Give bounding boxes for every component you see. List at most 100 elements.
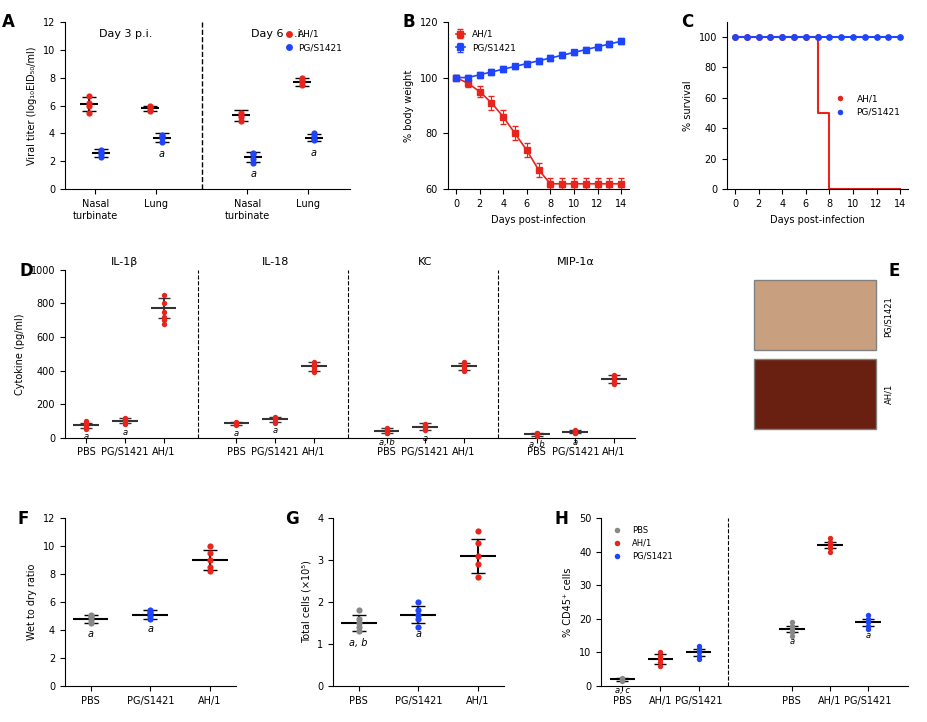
Point [143,607,158,619]
Point [529,429,544,440]
Point [692,643,706,655]
Point [653,650,667,661]
Point [143,101,158,113]
Point [203,540,218,552]
Text: PG/S1421: PG/S1421 [884,297,893,337]
Point [156,311,171,323]
Point [307,134,322,145]
Text: a: a [415,630,422,639]
Point [529,430,544,442]
Point [118,415,133,427]
Text: IL-18: IL-18 [261,256,289,266]
Point [79,424,94,435]
Point [83,617,98,629]
Point [82,107,96,118]
Point [155,129,170,141]
Text: a: a [311,148,317,158]
Point [79,415,94,427]
Point [351,617,366,629]
Point [798,31,813,43]
FancyBboxPatch shape [754,280,876,350]
Point [775,31,790,43]
Point [118,414,133,425]
Point [83,614,98,626]
Point [606,378,621,390]
Point [456,357,471,368]
Point [155,132,170,144]
Point [615,671,629,683]
Point [861,613,876,625]
Point [653,647,667,658]
Point [203,554,218,566]
Point [295,71,310,83]
Text: a: a [83,432,89,440]
Point [246,153,260,165]
Point [229,417,244,428]
Point [692,650,706,661]
Point [615,673,629,684]
Point [692,647,706,658]
Point [156,297,171,309]
Point [606,369,621,380]
Text: a: a [122,427,128,437]
Point [143,613,158,625]
Point [861,609,876,621]
Y-axis label: Cytokine (pg/ml): Cytokine (pg/ml) [15,313,25,394]
Point [857,31,872,43]
Point [822,542,837,554]
Point [306,360,321,371]
Text: a: a [250,169,256,179]
Y-axis label: % body weight: % body weight [404,69,414,142]
Point [118,412,133,423]
Point [79,422,94,433]
Point [94,144,108,156]
Point [229,416,244,427]
Point [568,426,583,438]
Point [143,104,158,116]
Point [471,538,486,549]
Point [740,31,755,43]
Text: a: a [234,430,239,438]
Point [79,419,94,430]
Point [379,424,394,435]
Point [379,427,394,439]
Text: a: a [573,438,578,447]
Point [306,357,321,368]
Point [740,31,755,43]
Point [118,419,133,430]
Legend: AH/1, PG/S1421: AH/1, PG/S1421 [828,91,904,121]
Legend: PBS, AH/1, PG/S1421: PBS, AH/1, PG/S1421 [605,522,676,565]
Point [861,619,876,631]
Text: D: D [19,261,33,279]
Point [268,412,283,424]
Point [568,427,583,439]
Text: B: B [402,13,415,31]
Point [653,653,667,665]
Text: Day 3 p.i.: Day 3 p.i. [99,29,152,39]
Point [83,609,98,620]
Text: KC: KC [418,256,432,266]
Text: a, b: a, b [349,638,368,648]
Text: H: H [555,510,569,528]
Point [94,146,108,157]
Point [79,420,94,432]
Point [692,653,706,665]
Text: C: C [681,13,693,31]
Point [751,31,766,43]
Text: a: a [423,435,427,443]
Point [775,31,790,43]
Point [615,675,629,687]
Point [246,157,260,169]
Point [143,606,158,617]
Point [456,365,471,376]
Point [861,617,876,628]
Point [143,105,158,117]
Point [881,31,895,43]
Point [379,426,394,438]
Point [471,559,486,570]
Point [787,31,802,43]
Point [156,290,171,301]
Point [229,417,244,429]
Point [784,627,799,638]
Point [156,306,171,318]
